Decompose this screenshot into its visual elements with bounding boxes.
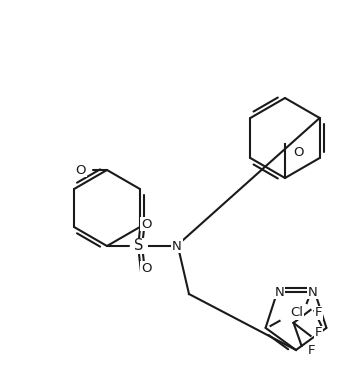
Text: O: O <box>294 145 304 159</box>
Text: O: O <box>141 262 151 275</box>
Text: O: O <box>76 163 86 177</box>
Text: F: F <box>315 307 322 319</box>
Text: O: O <box>141 217 151 230</box>
Text: F: F <box>308 344 315 357</box>
Text: N: N <box>172 240 182 252</box>
Text: N: N <box>274 286 284 298</box>
Text: F: F <box>315 326 322 339</box>
Text: Cl: Cl <box>290 307 303 319</box>
Text: N: N <box>308 286 318 298</box>
Text: S: S <box>134 238 144 254</box>
